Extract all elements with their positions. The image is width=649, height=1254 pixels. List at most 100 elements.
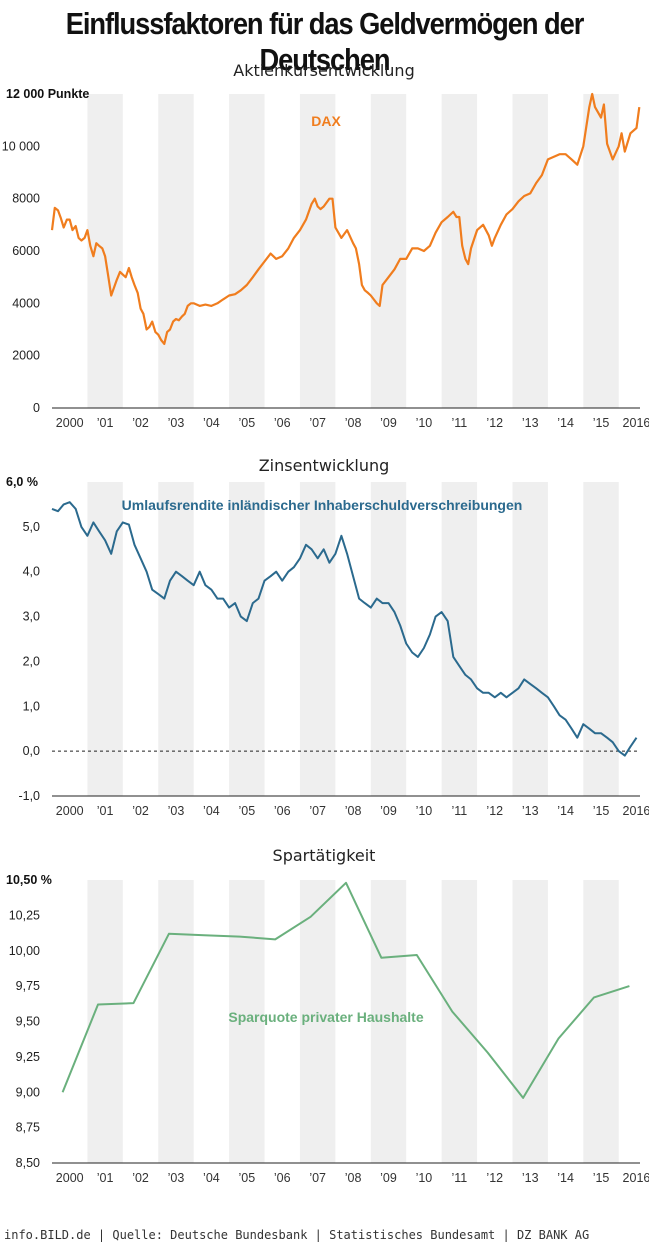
year-band-2003 <box>158 880 194 1163</box>
x-tick-label: ’07 <box>309 416 326 430</box>
y-tick-label: 8,50 <box>16 1156 40 1170</box>
year-band-2001 <box>87 94 123 408</box>
year-band-2013 <box>512 94 548 408</box>
y-tick-label: 3,0 <box>23 610 40 624</box>
yield-x-axis: 2000 ’01 ’02 ’03 ’04 ’05 ’06 ’07 ’08 ’09 ’10 ’11 ’12… <box>52 795 649 818</box>
x-tick-label: ’10 <box>416 416 433 430</box>
x-tick-label: 2000 <box>56 1171 84 1185</box>
x-tick-label: ’10 <box>416 1171 433 1185</box>
year-band-2003 <box>158 94 194 408</box>
series-line <box>61 881 630 1099</box>
savings-chart-panel: Spartätigkeit 8,50 8,75 9,00 9,25 9,50 9,75 10… <box>6 846 649 1185</box>
x-tick-label: ’15 <box>593 804 610 818</box>
y-tick-label: 2,0 <box>23 654 40 668</box>
x-tick-label: ’04 <box>203 804 220 818</box>
y-tick-label: -1,0 <box>18 789 40 803</box>
year-band-2009 <box>370 880 407 1163</box>
x-tick-label: ’05 <box>238 804 255 818</box>
year-bands <box>87 482 619 796</box>
x-tick-label: ’15 <box>593 416 610 430</box>
x-tick-label: ’07 <box>309 804 326 818</box>
year-band-2005 <box>229 482 265 796</box>
year-band-2011 <box>441 94 478 408</box>
year-band-2009 <box>370 94 407 408</box>
y-tick-label: 10,25 <box>9 908 40 922</box>
savings-x-axis: 2000 ’01 ’02 ’03 ’04 ’05 ’06 ’07 ’08 ’09 ’10 ’11 ’12… <box>52 1162 649 1185</box>
x-tick-label: ’13 <box>522 1171 539 1185</box>
savings-y-axis: 8,50 8,75 9,00 9,25 9,50 9,75 10,00 10,25 10,50 … <box>6 873 52 1170</box>
y-tick-label: 2000 <box>12 349 40 363</box>
y-tick-label: 9,25 <box>16 1050 40 1064</box>
y-tick-label: 0,0 <box>23 744 40 758</box>
dax-chart-panel: Aktienkursentwicklung 0 2000 4000 6000 8000 1… <box>2 61 649 430</box>
year-band-2001 <box>87 880 123 1163</box>
x-tick-label: ’06 <box>274 804 291 818</box>
dax-chart-title: Aktienkursentwicklung <box>233 61 414 80</box>
year-band-2005 <box>229 880 265 1163</box>
x-tick-label: ’02 <box>132 804 149 818</box>
dax-x-axis: 2000 ’01 ’02 ’03 ’04 ’05 ’06 ’07 ’08 ’09 ’10 ’11 ’12… <box>52 407 649 430</box>
series-line <box>51 501 638 757</box>
x-tick-label: ’09 <box>380 804 397 818</box>
year-band-2015 <box>583 880 619 1163</box>
y-axis-top-label: 10,50 % <box>6 873 52 887</box>
x-tick-label: ’03 <box>168 1171 185 1185</box>
year-band-2003 <box>158 482 194 796</box>
x-tick-label: 2016 <box>623 804 649 818</box>
x-tick-label: 2000 <box>56 416 84 430</box>
year-band-2009 <box>370 482 407 796</box>
y-tick-label: 8000 <box>12 192 40 206</box>
x-tick-label: ’01 <box>97 416 114 430</box>
yield-series <box>51 501 638 757</box>
dax-series <box>50 92 641 345</box>
y-tick-label: 1,0 <box>23 699 40 713</box>
x-tick-label: ’03 <box>168 804 185 818</box>
year-band-2015 <box>583 94 619 408</box>
y-tick-label: 5,0 <box>23 520 40 534</box>
x-tick-label: ’12 <box>486 804 503 818</box>
y-tick-label: 9,75 <box>16 979 40 993</box>
x-tick-label: ’04 <box>203 1171 220 1185</box>
year-band-2013 <box>512 880 548 1163</box>
source-footer: info.BILD.de | Quelle: Deutsche Bundesba… <box>4 1228 590 1242</box>
year-bands <box>87 880 619 1163</box>
x-tick-label: ’13 <box>522 804 539 818</box>
x-tick-label: ’01 <box>97 1171 114 1185</box>
x-tick-label: ’11 <box>451 1171 467 1185</box>
x-tick-label: ’08 <box>345 1171 362 1185</box>
x-tick-label: ’05 <box>238 416 255 430</box>
yield-y-axis: -1,0 0,0 1,0 2,0 3,0 4,0 5,0 6,0 % <box>6 475 40 803</box>
savings-series <box>61 881 630 1099</box>
y-axis-top-label: 6,0 % <box>6 475 38 489</box>
y-tick-label: 4000 <box>12 296 40 310</box>
y-tick-label: 9,00 <box>16 1085 40 1099</box>
dax-y-axis: 0 2000 4000 6000 8000 10 000 12 000 Punkte <box>2 87 90 415</box>
x-tick-label: 2016 <box>623 416 649 430</box>
x-tick-label: ’15 <box>593 1171 610 1185</box>
y-tick-label: 0 <box>33 401 40 415</box>
y-tick-label: 6000 <box>12 244 40 258</box>
x-tick-label: ’14 <box>557 804 574 818</box>
year-band-2013 <box>512 482 548 796</box>
x-tick-label: ’09 <box>380 416 397 430</box>
x-tick-label: ’08 <box>345 804 362 818</box>
x-tick-label: 2016 <box>623 1171 649 1185</box>
savings-chart-title: Spartätigkeit <box>273 846 376 865</box>
x-tick-label: ’02 <box>132 1171 149 1185</box>
x-tick-label: ’04 <box>203 416 220 430</box>
y-tick-label: 10 000 <box>2 139 40 153</box>
x-tick-label: ’12 <box>486 1171 503 1185</box>
x-tick-label: 2000 <box>56 804 84 818</box>
x-tick-label: ’10 <box>416 804 433 818</box>
x-tick-label: ’14 <box>557 1171 574 1185</box>
savings-series-label: Sparquote privater Haushalte <box>228 1009 423 1025</box>
y-axis-top-label: 12 000 Punkte <box>6 87 89 101</box>
y-tick-label: 10,00 <box>9 944 40 958</box>
x-tick-label: ’11 <box>451 416 467 430</box>
x-tick-label: ’11 <box>451 804 467 818</box>
yield-series-label: Umlaufsrendite inländischer Inhaberschul… <box>122 497 523 513</box>
yield-chart-title: Zinsentwicklung <box>259 456 390 475</box>
year-band-2011 <box>441 880 478 1163</box>
x-tick-label: ’07 <box>309 1171 326 1185</box>
